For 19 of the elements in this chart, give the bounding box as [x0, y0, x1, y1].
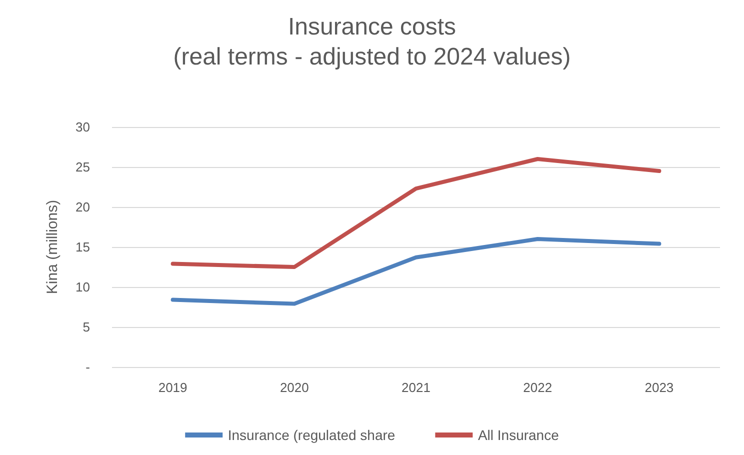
line-series	[170, 157, 662, 269]
chart-subtitle: (real terms - adjusted to 2024 values)	[173, 44, 571, 70]
y-axis-title: Kina (millions)	[44, 200, 61, 294]
y-tick-label: 25	[76, 160, 90, 174]
y-tick-label: 10	[76, 280, 90, 294]
x-tick-label: 2023	[644, 380, 674, 395]
y-tick-label: -	[86, 360, 90, 374]
y-tick-label: 5	[82, 320, 90, 334]
chart-title: Insurance costs	[288, 14, 456, 40]
legend-label: All Insurance	[478, 427, 560, 443]
y-tick-label: 20	[76, 200, 90, 214]
x-tick-label: 2019	[158, 380, 188, 395]
y-tick-label: 15	[76, 240, 90, 254]
x-tick-label: 2022	[523, 380, 552, 395]
line-series	[170, 237, 662, 306]
x-tick-label: 2021	[402, 380, 430, 395]
legend-label: Insurance (regulated share	[228, 427, 396, 443]
y-tick-label: 30	[76, 120, 90, 134]
x-tick-label: 2020	[280, 380, 309, 395]
